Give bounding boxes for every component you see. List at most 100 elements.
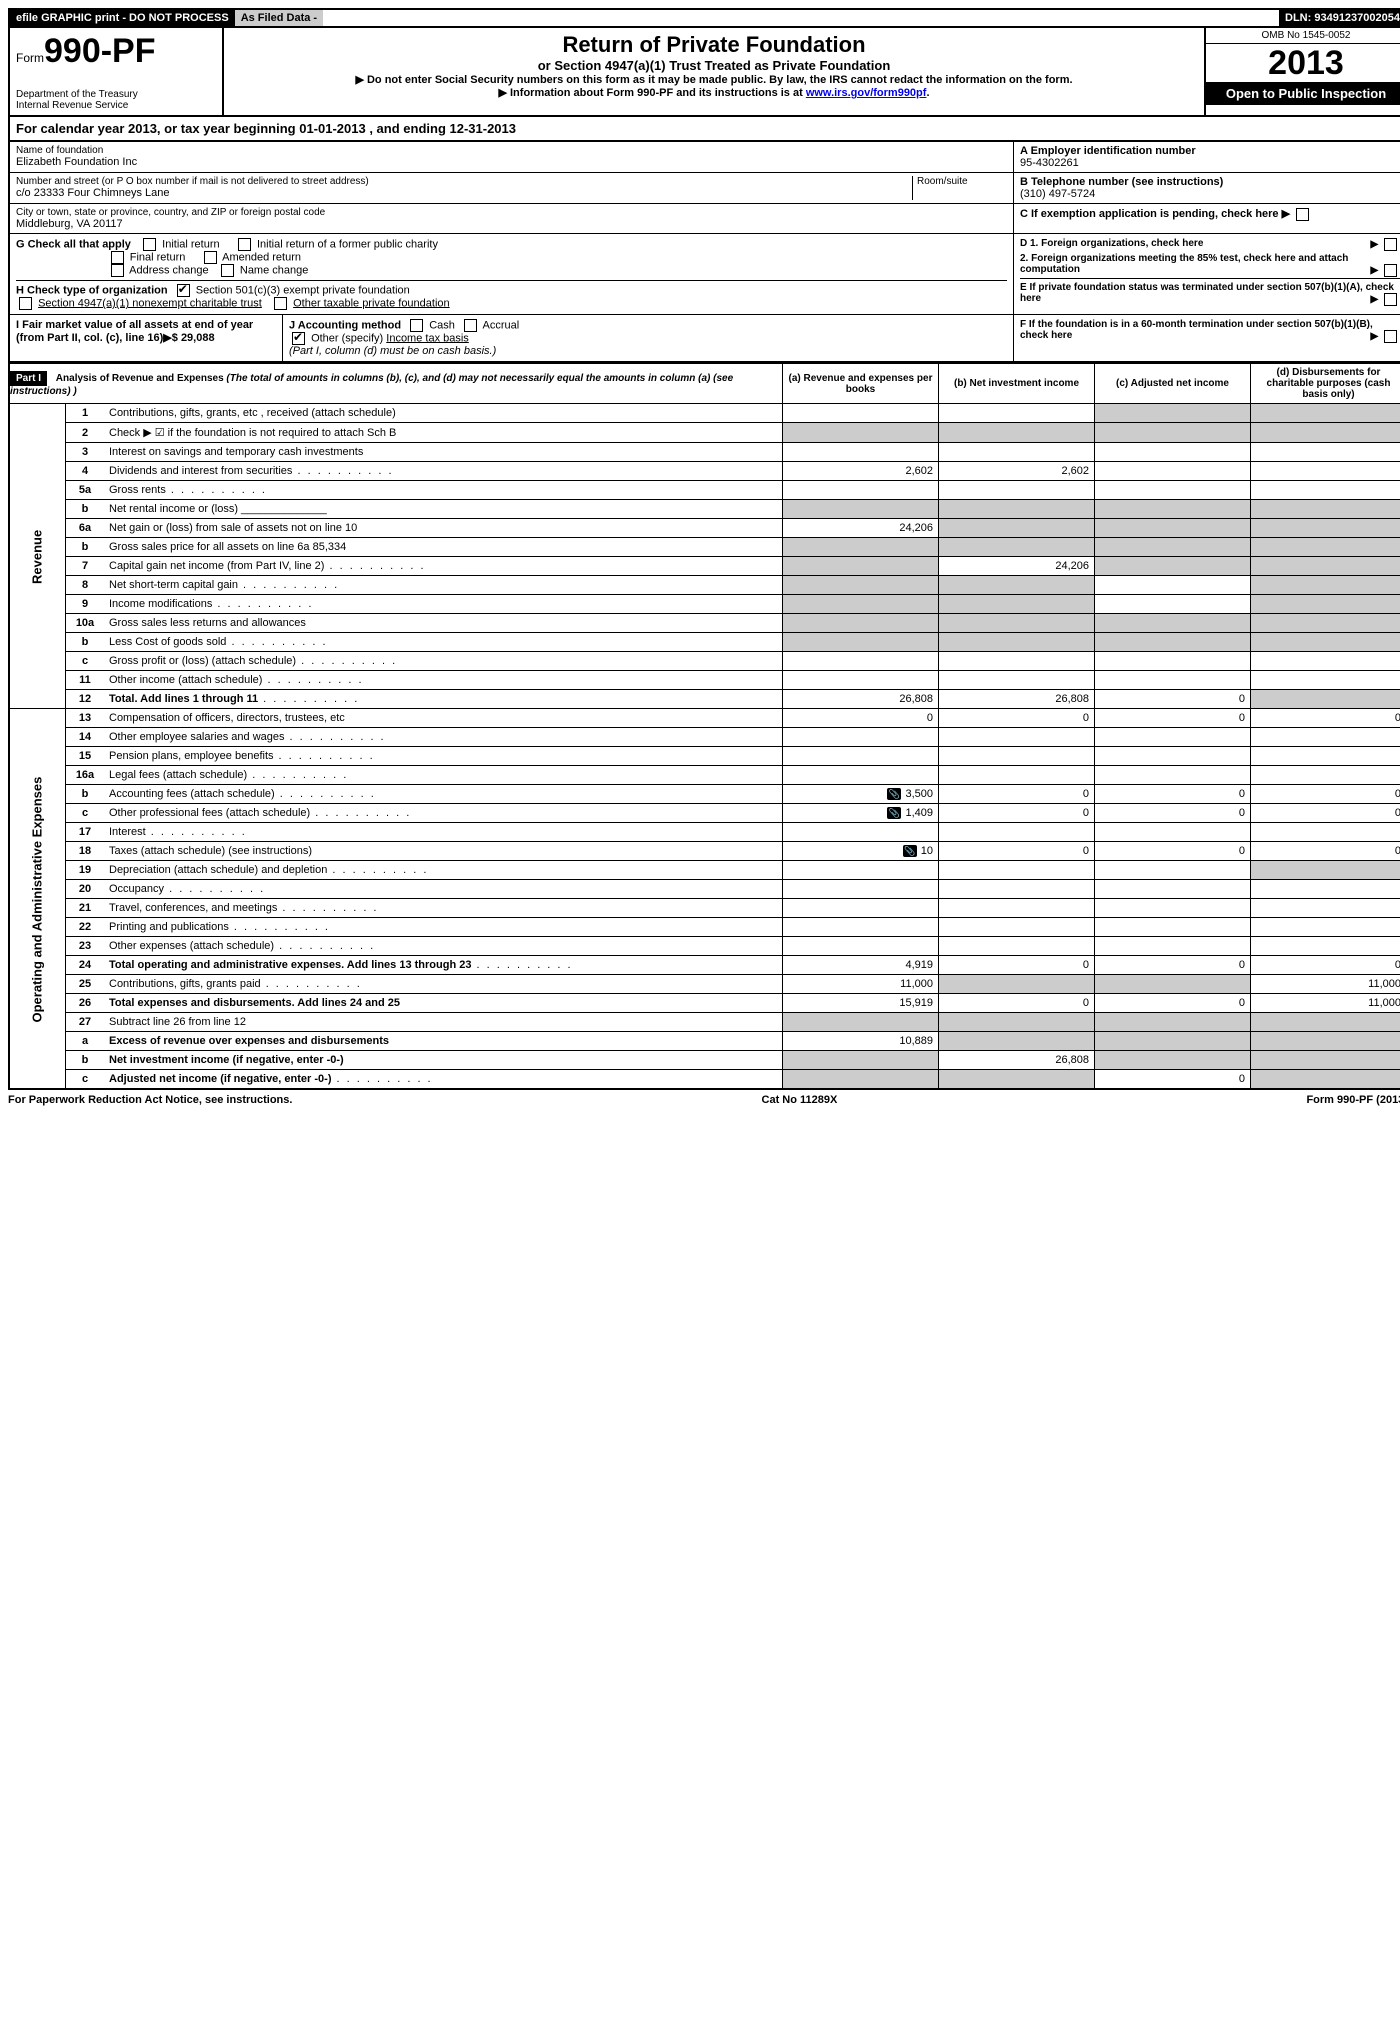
attachment-icon[interactable]: 📎 bbox=[903, 845, 917, 857]
g2-checkbox[interactable] bbox=[238, 238, 251, 251]
line-description: Interest on savings and temporary cash i… bbox=[104, 443, 783, 462]
line-number: 27 bbox=[66, 1013, 105, 1032]
cell-e bbox=[1251, 1013, 1400, 1032]
cell-e bbox=[1251, 766, 1400, 785]
cell-c bbox=[1095, 918, 1251, 937]
page-footer: For Paperwork Reduction Act Notice, see … bbox=[8, 1090, 1400, 1110]
line-number: b bbox=[66, 1051, 105, 1070]
cell-b bbox=[939, 576, 1095, 595]
cell-e: 0 bbox=[1251, 842, 1400, 861]
j2-checkbox[interactable] bbox=[464, 319, 477, 332]
h-label: H Check type of organization bbox=[16, 284, 168, 296]
line-description: Gross sales price for all assets on line… bbox=[104, 538, 783, 557]
cell-c: 0 bbox=[1095, 804, 1251, 823]
line-number: 25 bbox=[66, 975, 105, 994]
g3-checkbox[interactable] bbox=[111, 251, 124, 264]
g5-label: Address change bbox=[129, 264, 209, 276]
h1-checkbox[interactable] bbox=[177, 284, 190, 297]
line-description: Taxes (attach schedule) (see instruction… bbox=[104, 842, 783, 861]
instructions-link[interactable]: www.irs.gov/form990pf bbox=[806, 87, 927, 99]
cell-e bbox=[1251, 443, 1400, 462]
cell-b bbox=[939, 899, 1095, 918]
cell-e bbox=[1251, 899, 1400, 918]
cell-b bbox=[939, 728, 1095, 747]
table-row: 27Subtract line 26 from line 12 bbox=[9, 1013, 1400, 1032]
g-section: G Check all that apply Initial return In… bbox=[10, 234, 1014, 314]
cell-c bbox=[1095, 633, 1251, 652]
line-description: Gross sales less returns and allowances bbox=[104, 614, 783, 633]
g6-checkbox[interactable] bbox=[221, 264, 234, 277]
j1-checkbox[interactable] bbox=[410, 319, 423, 332]
cell-a bbox=[783, 404, 939, 423]
d1-checkbox[interactable] bbox=[1384, 238, 1397, 251]
h3-label: Other taxable private foundation bbox=[293, 297, 450, 309]
line-number: 4 bbox=[66, 462, 105, 481]
cell-a bbox=[783, 1051, 939, 1070]
j-section: J Accounting method Cash Accrual Other (… bbox=[283, 315, 1013, 361]
c-checkbox[interactable] bbox=[1296, 208, 1309, 221]
table-row: 6aNet gain or (loss) from sale of assets… bbox=[9, 519, 1400, 538]
form-title: Return of Private Foundation bbox=[230, 32, 1198, 58]
line-number: 13 bbox=[66, 709, 105, 728]
cell-c bbox=[1095, 519, 1251, 538]
table-row: Revenue1Contributions, gifts, grants, et… bbox=[9, 404, 1400, 423]
e-checkbox[interactable] bbox=[1384, 293, 1397, 306]
cell-e bbox=[1251, 576, 1400, 595]
f-section: F If the foundation is in a 60-month ter… bbox=[1014, 315, 1400, 361]
cell-a bbox=[783, 500, 939, 519]
note2-post: . bbox=[926, 87, 929, 99]
cell-c bbox=[1095, 500, 1251, 519]
f-checkbox[interactable] bbox=[1384, 330, 1397, 343]
d2-row: 2. Foreign organizations meeting the 85%… bbox=[1020, 253, 1400, 275]
g1-checkbox[interactable] bbox=[143, 238, 156, 251]
asfiled-label: As Filed Data - bbox=[235, 10, 323, 26]
cell-a bbox=[783, 1070, 939, 1090]
cell-b bbox=[939, 823, 1095, 842]
cell-e bbox=[1251, 614, 1400, 633]
col-d-header: (d) Disbursements for charitable purpose… bbox=[1251, 364, 1400, 404]
j3-checkbox[interactable] bbox=[292, 332, 305, 345]
line-number: a bbox=[66, 1032, 105, 1051]
cell-c bbox=[1095, 823, 1251, 842]
table-row: cOther professional fees (attach schedul… bbox=[9, 804, 1400, 823]
table-row: Operating and Administrative Expenses13C… bbox=[9, 709, 1400, 728]
table-row: 18Taxes (attach schedule) (see instructi… bbox=[9, 842, 1400, 861]
cell-b bbox=[939, 747, 1095, 766]
line-number: 8 bbox=[66, 576, 105, 595]
c-label: C If exemption application is pending, c… bbox=[1020, 208, 1279, 220]
table-row: 24Total operating and administrative exp… bbox=[9, 956, 1400, 975]
f-label: F If the foundation is in a 60-month ter… bbox=[1020, 319, 1373, 341]
h3-checkbox[interactable] bbox=[274, 297, 287, 310]
line-description: Interest bbox=[104, 823, 783, 842]
line-description: Gross profit or (loss) (attach schedule) bbox=[104, 652, 783, 671]
cell-e: 0 bbox=[1251, 956, 1400, 975]
cell-e: 0 bbox=[1251, 709, 1400, 728]
g4-label: Amended return bbox=[222, 251, 301, 263]
cell-c: 0 bbox=[1095, 994, 1251, 1013]
line-description: Contributions, gifts, grants, etc , rece… bbox=[104, 404, 783, 423]
e-row: E If private foundation status was termi… bbox=[1020, 278, 1400, 304]
cell-a: 📎3,500 bbox=[783, 785, 939, 804]
omb-label: OMB No 1545-0052 bbox=[1206, 28, 1400, 44]
cell-a bbox=[783, 728, 939, 747]
g4-checkbox[interactable] bbox=[204, 251, 217, 264]
i-label: I Fair market value of all assets at end… bbox=[16, 319, 253, 344]
line-number: 9 bbox=[66, 595, 105, 614]
cell-e bbox=[1251, 423, 1400, 443]
table-row: 21Travel, conferences, and meetings bbox=[9, 899, 1400, 918]
h2-checkbox[interactable] bbox=[19, 297, 32, 310]
cell-b: 0 bbox=[939, 956, 1095, 975]
cell-c bbox=[1095, 595, 1251, 614]
g5-checkbox[interactable] bbox=[111, 264, 124, 277]
cell-a bbox=[783, 576, 939, 595]
cell-b bbox=[939, 880, 1095, 899]
cell-a bbox=[783, 423, 939, 443]
attachment-icon[interactable]: 📎 bbox=[887, 788, 901, 800]
tel-value: (310) 497-5724 bbox=[1020, 188, 1400, 200]
g3-label: Final return bbox=[130, 251, 186, 263]
attachment-icon[interactable]: 📎 bbox=[887, 807, 901, 819]
line-description: Total. Add lines 1 through 11 bbox=[104, 690, 783, 709]
line-number: 17 bbox=[66, 823, 105, 842]
d2-checkbox[interactable] bbox=[1384, 264, 1397, 277]
table-row: 26Total expenses and disbursements. Add … bbox=[9, 994, 1400, 1013]
